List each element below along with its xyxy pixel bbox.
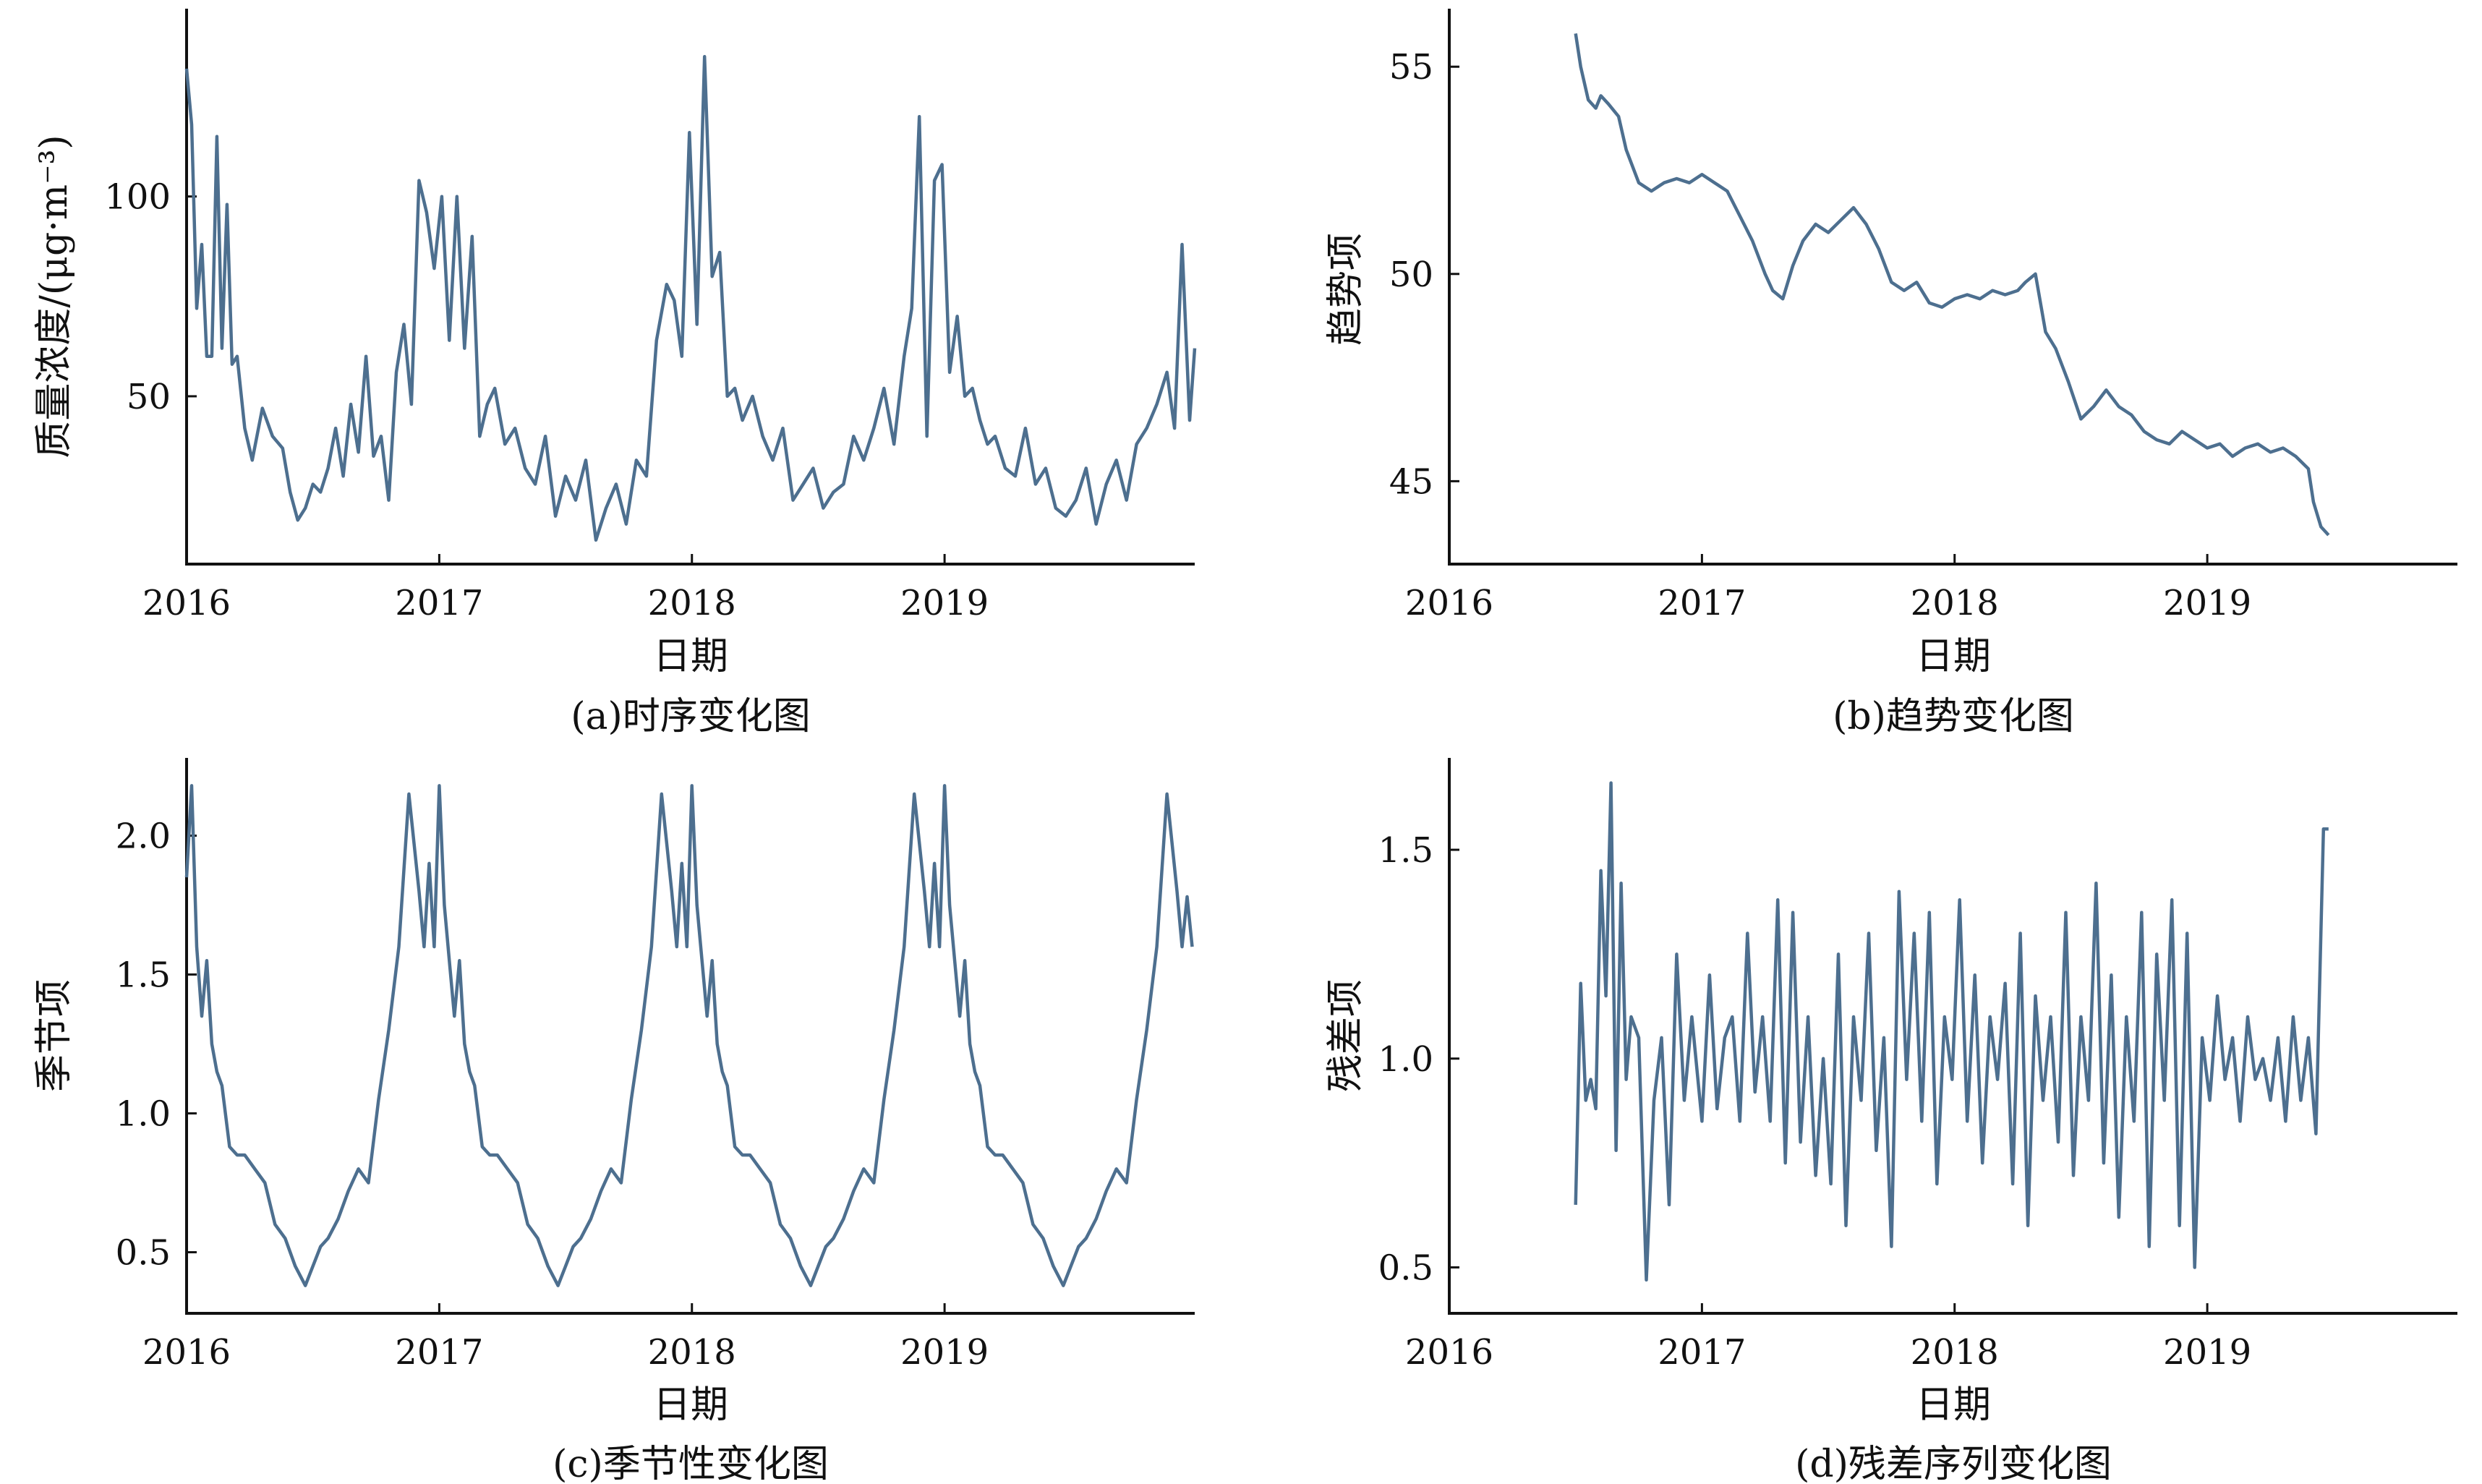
series-line — [1574, 33, 2330, 537]
x-tick-label: 2019 — [2163, 1332, 2251, 1373]
y-axis-label: 趋势项 — [1324, 233, 1368, 346]
x-axis-label: 日期 — [1916, 635, 1991, 678]
y-tick-label: 2.0 — [116, 816, 171, 857]
x-axis-label: 日期 — [1916, 1383, 1991, 1427]
y-tick-label: 1.5 — [116, 955, 171, 996]
axis-spines — [185, 9, 1195, 566]
x-tick-label: 2016 — [142, 583, 231, 623]
x-tick-label: 2017 — [1658, 1332, 1746, 1373]
panel-caption: (a)时序变化图 — [571, 695, 811, 738]
chart-panel-b: 2016 2017 2018 2019 45 50 55 日期 趋势项 (b)趋势变化图 — [1324, 9, 2457, 738]
y-tick-label: 50 — [1389, 255, 1433, 295]
y-axis-label: 季节项 — [33, 979, 76, 1092]
y-tick-label: 1.5 — [1378, 830, 1433, 871]
y-axis-label: 残差项 — [1324, 979, 1368, 1092]
chart-panel-a: 2016 2017 2018 2019 50 100 日期 质量浓度/(μg·m⁻³) (a)时… — [33, 9, 1197, 738]
x-tick-label: 2018 — [1911, 1332, 1999, 1373]
y-tick-label: 45 — [1389, 461, 1433, 502]
x-tick-label: 2018 — [648, 583, 736, 623]
series-line — [184, 784, 1194, 1287]
chart-panel-d: 2016 2017 2018 2019 0.5 1.0 1.5 日期 残差项 (d)残差序列变化图 — [1324, 758, 2457, 1484]
panel-caption: (c)季节性变化图 — [553, 1443, 829, 1484]
x-tick-label: 2019 — [900, 583, 989, 623]
y-tick-label: 50 — [127, 377, 171, 417]
x-axis-label: 日期 — [653, 1383, 728, 1427]
y-tick-label: 55 — [1389, 47, 1433, 88]
x-tick-label: 2019 — [900, 1332, 989, 1373]
y-tick-label: 100 — [104, 177, 171, 218]
y-axis-label: 质量浓度/(μg·m⁻³) — [33, 135, 76, 458]
x-tick-label: 2016 — [1405, 583, 1493, 623]
x-axis-label: 日期 — [653, 635, 728, 678]
x-tick-label: 2019 — [2163, 583, 2251, 623]
y-tick-label: 0.5 — [116, 1233, 171, 1274]
x-tick-label: 2016 — [1405, 1332, 1493, 1373]
y-tick-label: 1.0 — [116, 1094, 171, 1135]
panel-caption: (b)趋势变化图 — [1833, 695, 2074, 738]
panel-caption: (d)残差序列变化图 — [1795, 1443, 2112, 1484]
x-tick-label: 2018 — [648, 1332, 736, 1373]
x-tick-label: 2017 — [395, 583, 483, 623]
x-tick-label: 2016 — [142, 1332, 231, 1373]
y-tick-label: 0.5 — [1378, 1248, 1433, 1288]
y-tick-label: 1.0 — [1378, 1039, 1433, 1080]
x-tick-label: 2017 — [1658, 583, 1746, 623]
x-tick-label: 2017 — [395, 1332, 483, 1373]
series-line — [184, 55, 1197, 542]
series-line — [1574, 781, 2329, 1282]
axis-spines — [1448, 9, 2457, 566]
chart-panel-c: 2016 2017 2018 2019 0.5 1.0 1.5 2.0 日期 季节项 (c)季节性变… — [33, 758, 1195, 1484]
x-tick-label: 2018 — [1911, 583, 1999, 623]
